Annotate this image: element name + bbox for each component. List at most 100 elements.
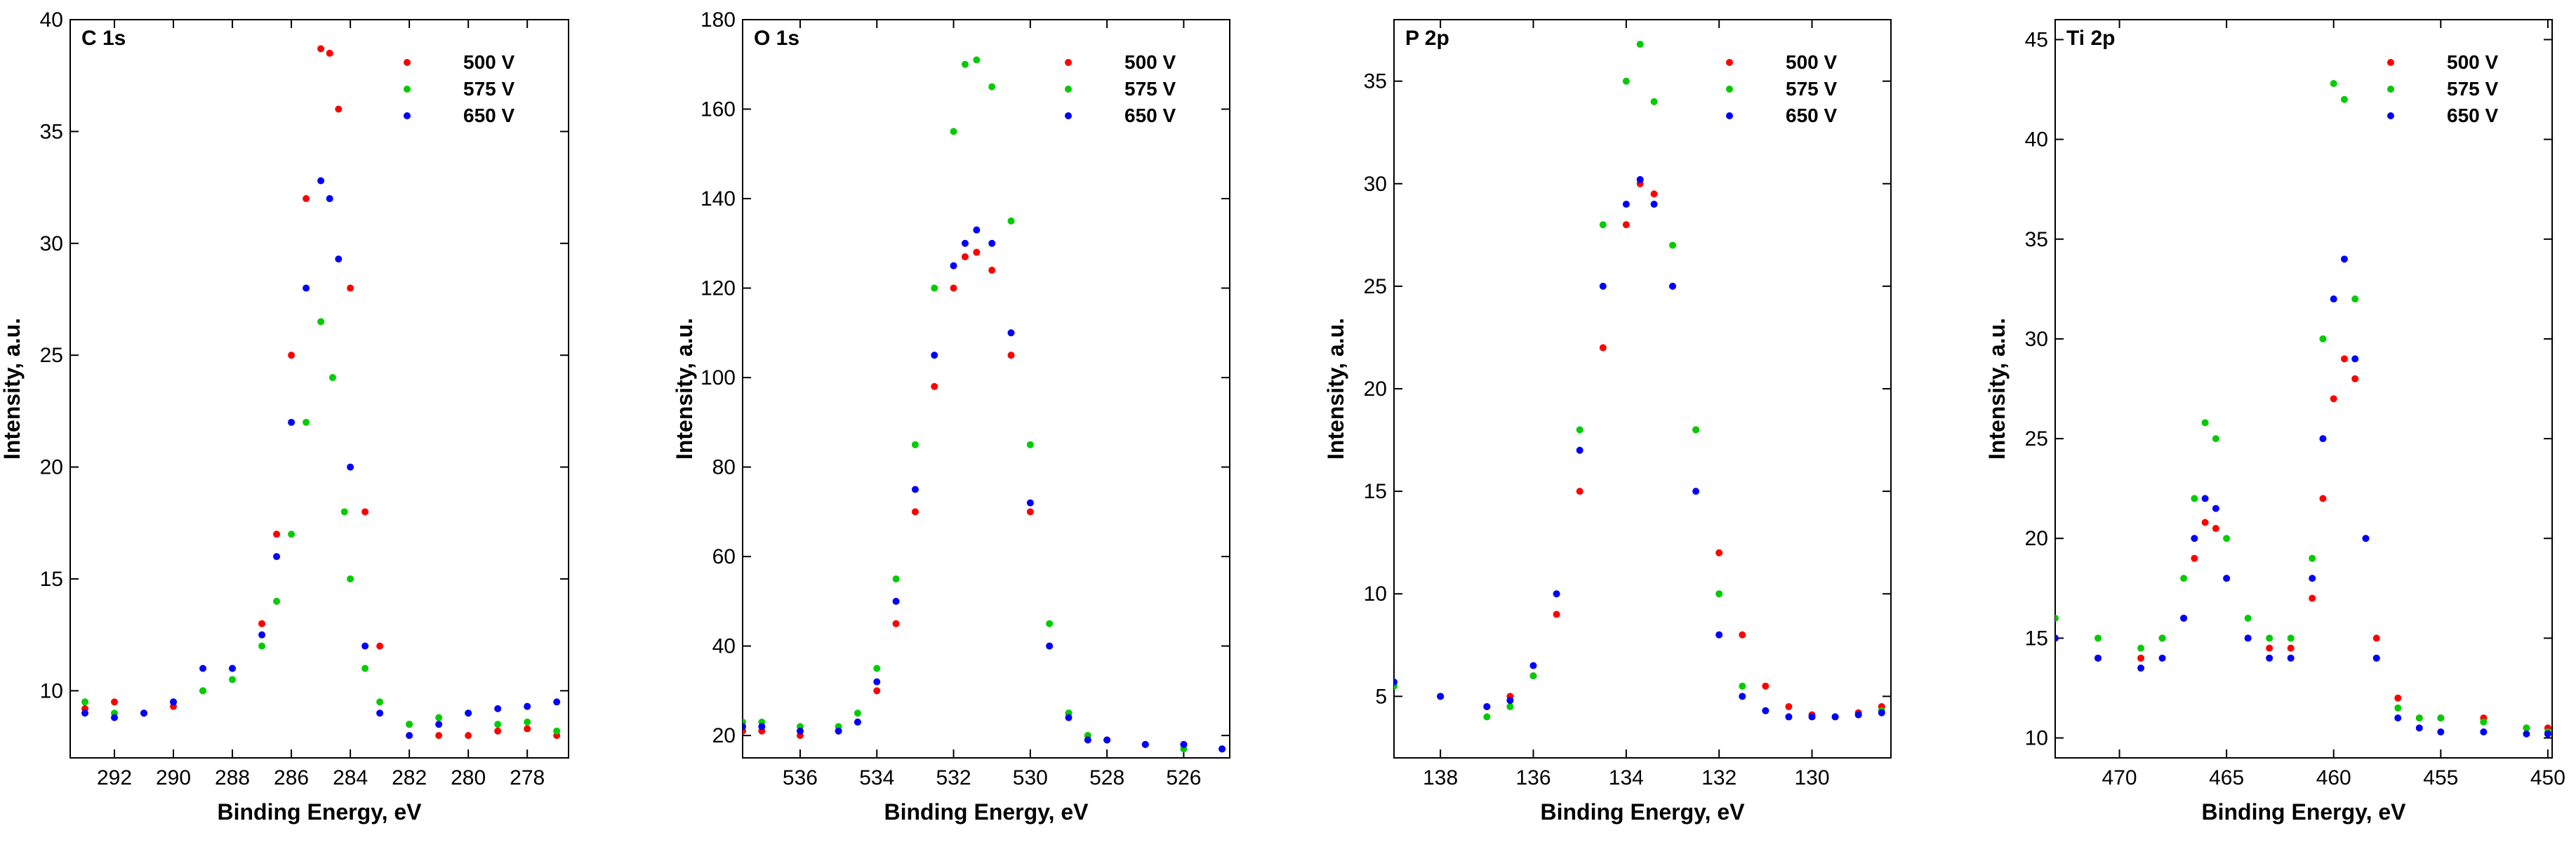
data-point xyxy=(335,255,343,263)
data-point xyxy=(258,631,266,639)
x-axis-label: Binding Energy, eV xyxy=(884,799,1089,825)
series-575-v xyxy=(2055,79,2551,736)
data-point xyxy=(973,248,981,256)
data-point xyxy=(2309,575,2316,582)
data-point xyxy=(258,620,266,627)
data-point xyxy=(1739,682,1746,690)
series-650-v xyxy=(743,226,1226,753)
data-point xyxy=(1026,508,1034,516)
legend-label: 575 V xyxy=(463,78,514,100)
data-point xyxy=(2544,730,2551,738)
data-point xyxy=(317,45,325,53)
legend-label: 650 V xyxy=(1786,105,1837,126)
y-tick-label: 80 xyxy=(712,456,736,479)
data-point xyxy=(2319,335,2327,342)
data-point xyxy=(229,676,237,683)
data-point xyxy=(1878,709,1885,716)
data-point xyxy=(2201,519,2209,526)
data-point xyxy=(1739,631,1746,639)
data-point xyxy=(303,418,310,426)
legend-marker xyxy=(2387,59,2394,66)
data-point xyxy=(1007,352,1015,359)
chart-panel-1: 292 290 288 286 284 282 280 278 10 15 20 25 30 35 40 Bi… xyxy=(0,8,569,825)
data-point xyxy=(1762,707,1770,714)
data-points xyxy=(743,56,1226,753)
y-tick-label: 10 xyxy=(40,679,63,702)
y-tick-label: 120 xyxy=(701,277,736,300)
data-point xyxy=(2191,495,2198,502)
data-points xyxy=(1394,41,1885,721)
y-tick-label: 180 xyxy=(701,8,736,32)
data-point xyxy=(2523,724,2530,732)
legend-label: 575 V xyxy=(1124,78,1176,100)
x-tick-label: 132 xyxy=(1701,766,1737,789)
series-500-v xyxy=(743,248,1226,753)
data-point xyxy=(317,318,325,326)
data-point xyxy=(258,642,266,650)
data-point xyxy=(1669,241,1677,249)
chart-panel-3: 138 136 134 132 130 5 10 15 20 25 30 35 Binding Ener… xyxy=(1323,19,1892,825)
data-point xyxy=(347,575,354,582)
data-point xyxy=(1553,590,1560,598)
x-tick-label: 286 xyxy=(274,766,309,789)
series-500-v xyxy=(81,45,561,740)
data-point xyxy=(465,709,472,717)
data-point xyxy=(2266,654,2273,662)
legend-marker xyxy=(404,112,411,119)
data-point xyxy=(758,723,766,731)
data-point xyxy=(2201,419,2209,427)
data-point xyxy=(1650,98,1658,105)
data-point xyxy=(796,727,804,735)
data-point xyxy=(1650,190,1658,198)
chart-panel-4: 470 465 460 455 450 10 15 20 25 30 35 40 45 Binding E… xyxy=(1984,19,2565,825)
x-tick-label: 470 xyxy=(2102,766,2137,789)
legend-label: 500 V xyxy=(1786,51,1837,73)
data-point xyxy=(1854,711,1862,719)
data-point xyxy=(1808,713,1816,721)
data-point xyxy=(1669,282,1677,290)
data-point xyxy=(2351,295,2359,303)
data-point xyxy=(435,714,443,721)
data-point xyxy=(2415,724,2423,732)
y-tick-label: 40 xyxy=(40,8,63,32)
data-point xyxy=(553,698,561,706)
data-point xyxy=(873,687,881,695)
data-point xyxy=(1026,441,1034,448)
data-point xyxy=(494,721,502,728)
y-tick-label: 20 xyxy=(712,724,736,747)
data-point xyxy=(229,665,237,672)
data-point xyxy=(347,284,354,292)
data-point xyxy=(111,698,119,706)
data-point xyxy=(2480,718,2488,726)
data-point xyxy=(303,284,310,292)
data-point xyxy=(1622,221,1630,229)
data-point xyxy=(2309,594,2316,602)
plot-frame xyxy=(69,19,569,759)
data-point xyxy=(140,709,148,717)
data-point xyxy=(2055,634,2059,642)
data-point xyxy=(1831,713,1839,721)
legend-marker xyxy=(1726,112,1733,119)
data-point xyxy=(1692,488,1700,495)
x-axis-label: Binding Energy, eV xyxy=(2202,799,2407,825)
data-point xyxy=(1141,740,1149,748)
y-tick-label: 15 xyxy=(1364,480,1387,503)
data-point xyxy=(2244,634,2252,642)
data-point xyxy=(1715,549,1723,556)
data-point xyxy=(111,714,119,721)
data-point xyxy=(2244,614,2252,622)
series-650-v xyxy=(1394,175,1885,721)
y-tick-label: 25 xyxy=(1364,275,1387,298)
data-point xyxy=(2055,614,2059,622)
series-575-v xyxy=(743,56,1226,753)
data-point xyxy=(2266,634,2273,642)
legend-marker xyxy=(404,86,411,93)
data-point xyxy=(81,698,89,706)
x-tick-label: 278 xyxy=(510,766,545,789)
x-tick-label: 460 xyxy=(2316,766,2351,789)
data-point xyxy=(988,83,996,91)
data-point xyxy=(743,723,746,731)
data-point xyxy=(1394,678,1397,686)
data-point xyxy=(524,702,531,710)
